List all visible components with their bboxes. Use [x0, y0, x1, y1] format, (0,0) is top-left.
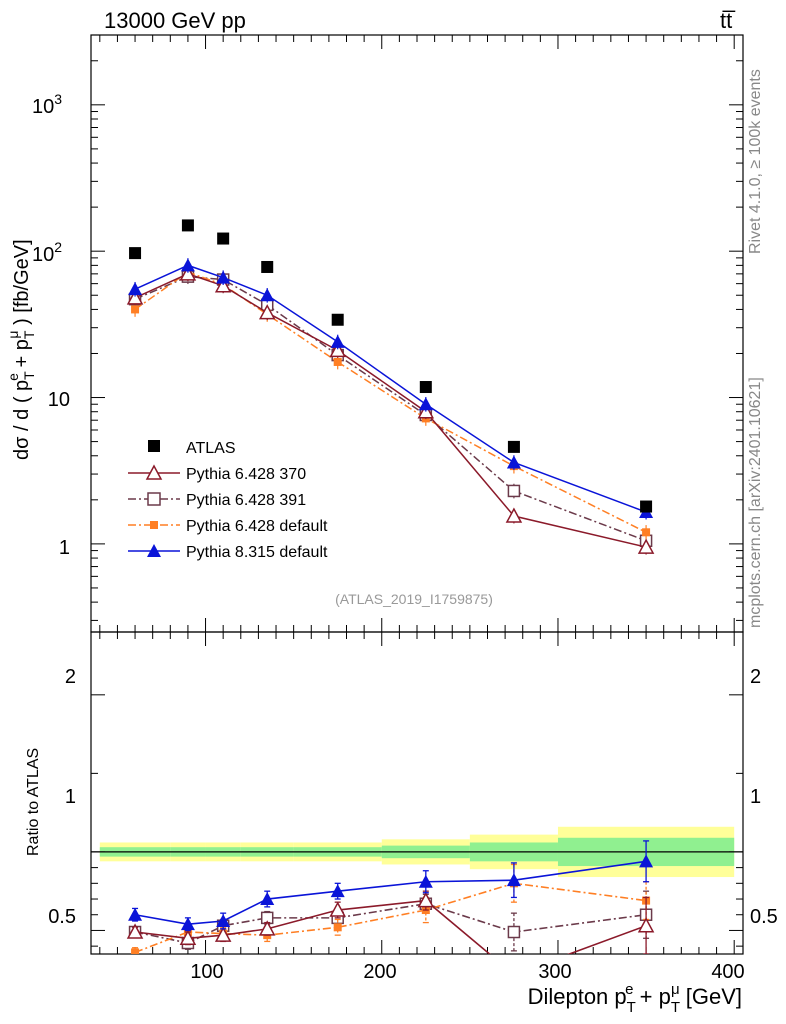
main-point-series-0: [640, 500, 653, 513]
legend-marker-py6-370: [145, 464, 163, 480]
main-point-series-0: [331, 313, 344, 326]
ratio-plot-layer: [126, 840, 655, 980]
process-label: tt̅: [720, 8, 736, 33]
ratio-point-series-4: [216, 914, 231, 928]
ratio-point-series-1: [258, 920, 276, 936]
ratio-point-series-1: [417, 892, 435, 908]
ratio-point-series-4: [260, 892, 275, 906]
main-point-series-3: [131, 305, 140, 314]
ratio-point-series-1: [179, 929, 197, 946]
main-point-series-1: [258, 304, 276, 320]
ratio-line-series-4: [134, 860, 647, 925]
ratio-point-series-4: [418, 874, 433, 888]
main-point-series-1: [505, 507, 523, 523]
main-point-series-4: [506, 455, 521, 469]
main-plot-layer: [126, 219, 655, 555]
xtick-label-400: 400: [711, 961, 744, 983]
ratio-point-series-3: [333, 923, 342, 932]
ratio-point-series-3: [131, 948, 140, 954]
ratio-ytick-label-2: 2: [65, 666, 76, 688]
ratio-line-series-2: [134, 902, 647, 944]
main-axis-ticks: [91, 34, 743, 632]
main-line-series-3: [134, 271, 647, 533]
ratio-point-series-4: [330, 884, 345, 898]
legend-label-atlas: ATLAS: [186, 440, 236, 457]
ratio-point-series-4: [639, 854, 654, 868]
xtick-label-200: 200: [363, 961, 396, 983]
main-point-series-0: [507, 440, 520, 453]
main-ylabel: dσ / d ( pTe + pTμ ) [fb/GeV]: [5, 239, 37, 460]
xlabel: Dilepton pTe + pTμ [GeV]: [528, 981, 742, 1016]
xtick-label-300: 300: [538, 961, 571, 983]
ratio-ytick-label-right-0.5: 0.5: [750, 906, 778, 928]
legend: ATLAS Pythia 6.428 370 Pythia 6.428 391 …: [128, 440, 328, 561]
main-line-series-1: [134, 273, 647, 548]
legend-marker-py8-default: [147, 544, 161, 557]
main-point-series-0: [181, 219, 194, 232]
legend-label-py6-370: Pythia 6.428 370: [186, 466, 306, 483]
ratio-point-series-1: [329, 901, 346, 917]
ratio-line-series-3: [134, 882, 647, 954]
ratio-line-series-1: [134, 899, 647, 954]
main-point-series-0: [217, 232, 230, 245]
main-point-series-3: [333, 357, 342, 366]
legend-marker-py6-default: [150, 521, 158, 529]
main-point-series-1: [126, 289, 144, 305]
main-point-series-0: [261, 260, 274, 273]
mcplots-label: mcplots.cern.ch [arXiv:2401.10621]: [747, 377, 764, 628]
ratio-point-series-2: [507, 925, 521, 939]
main-ytick-label-1000: 103: [32, 91, 62, 118]
ratio-ylabel: Ratio to ATLAS: [25, 748, 42, 856]
ratio-axis-ticks: [91, 632, 743, 954]
analysis-label: (ATLAS_2019_I1759875): [335, 591, 493, 607]
legend-marker-atlas: [148, 440, 160, 452]
ratio-ytick-label-right-1: 1: [750, 786, 761, 808]
main-point-series-1: [179, 265, 197, 281]
main-point-series-4: [180, 258, 195, 272]
ratio-point-series-1: [507, 967, 521, 980]
main-ytick-label-100: 102: [32, 239, 62, 266]
energy-label: 13000 GeV pp: [104, 8, 246, 33]
xtick-label-100: 100: [190, 961, 223, 983]
main-point-series-0: [419, 381, 432, 394]
ratio-series-group: [126, 840, 655, 980]
main-line-series-2: [134, 275, 647, 542]
legend-label-py6-default: Pythia 6.428 default: [186, 518, 328, 535]
rivet-label: Rivet 4.1.0, ≥ 100k events: [747, 69, 764, 254]
ratio-point-series-4: [506, 873, 521, 887]
main-point-series-0: [129, 247, 142, 260]
ratio-point-series-1: [126, 923, 144, 939]
main-point-series-4: [260, 288, 275, 302]
main-point-series-4: [418, 397, 433, 411]
ratio-band-layer: [91, 826, 743, 878]
ratio-point-series-4: [128, 907, 143, 921]
legend-label-py6-391: Pythia 6.428 391: [186, 492, 306, 509]
main-point-series-4: [330, 334, 345, 348]
main-line-series-4: [134, 264, 647, 513]
legend-marker-py6-391: [147, 492, 161, 506]
main-point-series-1: [329, 341, 346, 358]
legend-label-py8-default: Pythia 8.315 default: [186, 544, 328, 561]
main-point-series-4: [216, 270, 231, 284]
main-point-series-2: [507, 484, 521, 498]
main-point-series-4: [128, 282, 143, 296]
ratio-ytick-label-1: 1: [65, 786, 76, 808]
ratio-ytick-label-0.5: 0.5: [48, 906, 76, 928]
ratio-ytick-label-right-2: 2: [750, 666, 761, 688]
main-ytick-label-1: 1: [59, 537, 70, 559]
ratio-point-series-1: [214, 926, 232, 942]
main-ytick-label-10: 10: [48, 389, 70, 411]
main-point-series-3: [642, 528, 651, 537]
ratio-point-series-1: [637, 917, 655, 933]
main-point-series-1: [637, 538, 655, 554]
main-point-series-1: [214, 277, 232, 293]
ratio-point-series-4: [180, 917, 195, 931]
